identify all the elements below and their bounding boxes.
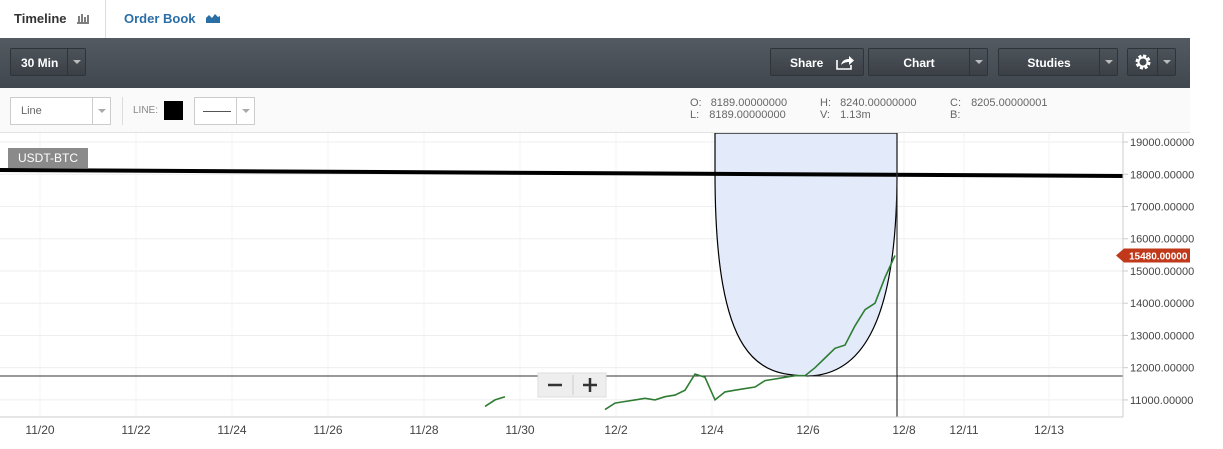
ohlc-value: 8205.00000001: [971, 97, 1048, 109]
ohlc-value: 1.13m: [840, 109, 871, 121]
line-style-select[interactable]: [194, 97, 255, 125]
chart-style-select[interactable]: Line: [10, 97, 111, 125]
gear-icon: [1135, 54, 1151, 70]
zoom-controls: [537, 372, 607, 398]
y-tick-label: 18000.00000: [1130, 169, 1194, 181]
ohlc-label: L:: [690, 109, 700, 121]
ohlc-label: O:: [690, 97, 702, 109]
x-tick-label: 12/11: [949, 423, 978, 437]
studies-dropdown[interactable]: Studies: [998, 48, 1118, 76]
button-label: Studies: [1027, 56, 1071, 70]
y-tick-label: 11000.00000: [1130, 395, 1193, 407]
share-icon: [836, 56, 854, 70]
ohlc-close: C: 8205.00000001: [950, 97, 1048, 109]
tab-label: Order Book: [124, 11, 196, 26]
tab-bar: Timeline Order Book: [0, 0, 1223, 38]
trend-line-drawing: [0, 168, 1124, 178]
x-tick-label: 12/13: [1034, 423, 1064, 437]
price-chart: USDT-BTC 19000.00000 18000.00000 17000.000…: [0, 133, 1194, 437]
x-tick-label: 11/30: [505, 423, 534, 437]
y-tick-label: 14000.00000: [1130, 298, 1194, 310]
share-button[interactable]: Share: [770, 48, 864, 76]
toolbar: 30 Min Share Chart Studies: [0, 38, 1190, 88]
divider: [122, 97, 123, 125]
chart-dropdown[interactable]: Chart: [868, 48, 988, 76]
tab-timeline[interactable]: Timeline: [0, 0, 106, 38]
x-tick-label: 11/26: [313, 423, 342, 437]
ohlc-open: O: 8189.00000000: [690, 97, 787, 109]
y-tick-label: 15000.00000: [1130, 266, 1194, 278]
x-tick-label: 12/8: [892, 423, 916, 437]
y-tick-label: 13000.00000: [1130, 330, 1194, 342]
button-label: Share: [790, 56, 824, 70]
tab-icon: [206, 14, 221, 23]
x-tick-label: 11/22: [121, 423, 150, 437]
ohlc-label: C:: [950, 97, 961, 109]
chart-options-bar: Line LINE: O: 8189.00000000 L: 8189.0000…: [0, 88, 1190, 133]
ohlc-value: 8240.00000000: [840, 97, 917, 109]
button-label: 30 Min: [21, 56, 59, 70]
price-line: [484, 255, 896, 411]
y-tick-label: 17000.00000: [1130, 201, 1194, 213]
x-tick-label: 12/4: [700, 423, 724, 437]
x-tick-label: 11/28: [409, 423, 438, 437]
line-color-swatch[interactable]: [164, 101, 183, 120]
zoom-in[interactable]: [583, 378, 597, 392]
settings-dropdown[interactable]: [1127, 48, 1176, 76]
y-tick-label: 19000.00000: [1130, 137, 1194, 149]
symbol-label-box: [8, 148, 88, 168]
last-price-tag: [1116, 248, 1190, 263]
ohlc-label: V:: [820, 109, 830, 121]
button-label: Chart: [903, 56, 935, 70]
y-tick-label: 16000.00000: [1130, 234, 1194, 246]
interval-dropdown[interactable]: 30 Min: [10, 48, 86, 76]
ohlc-volume: V: 1.13m: [820, 109, 871, 121]
plot-area: [0, 133, 1123, 417]
last-price-label: 15480.00000: [1129, 251, 1188, 262]
tab-order-book[interactable]: Order Book: [110, 0, 235, 38]
x-tick-label: 12/2: [604, 423, 628, 437]
line-label: LINE:: [133, 105, 159, 116]
ohlc-high: H: 8240.00000000: [820, 97, 917, 109]
tab-label: Timeline: [14, 11, 67, 26]
x-tick-label: 11/24: [217, 423, 246, 437]
tab-icon: [77, 14, 90, 24]
x-tick-label: 12/6: [796, 423, 820, 437]
ohlc-low: L: 8189.00000000: [690, 109, 786, 121]
symbol-label: USDT-BTC: [18, 151, 78, 165]
ohlc-value: 8189.00000000: [709, 109, 786, 121]
x-tick-label: 11/20: [25, 423, 54, 437]
ohlc-label: H:: [820, 97, 831, 109]
ohlc-bid: B:: [950, 109, 960, 121]
y-tick-label: 12000.00000: [1130, 363, 1194, 375]
ohlc-value: 8189.00000000: [710, 97, 788, 109]
select-label: Line: [21, 105, 42, 117]
ohlc-label: B:: [950, 109, 961, 121]
